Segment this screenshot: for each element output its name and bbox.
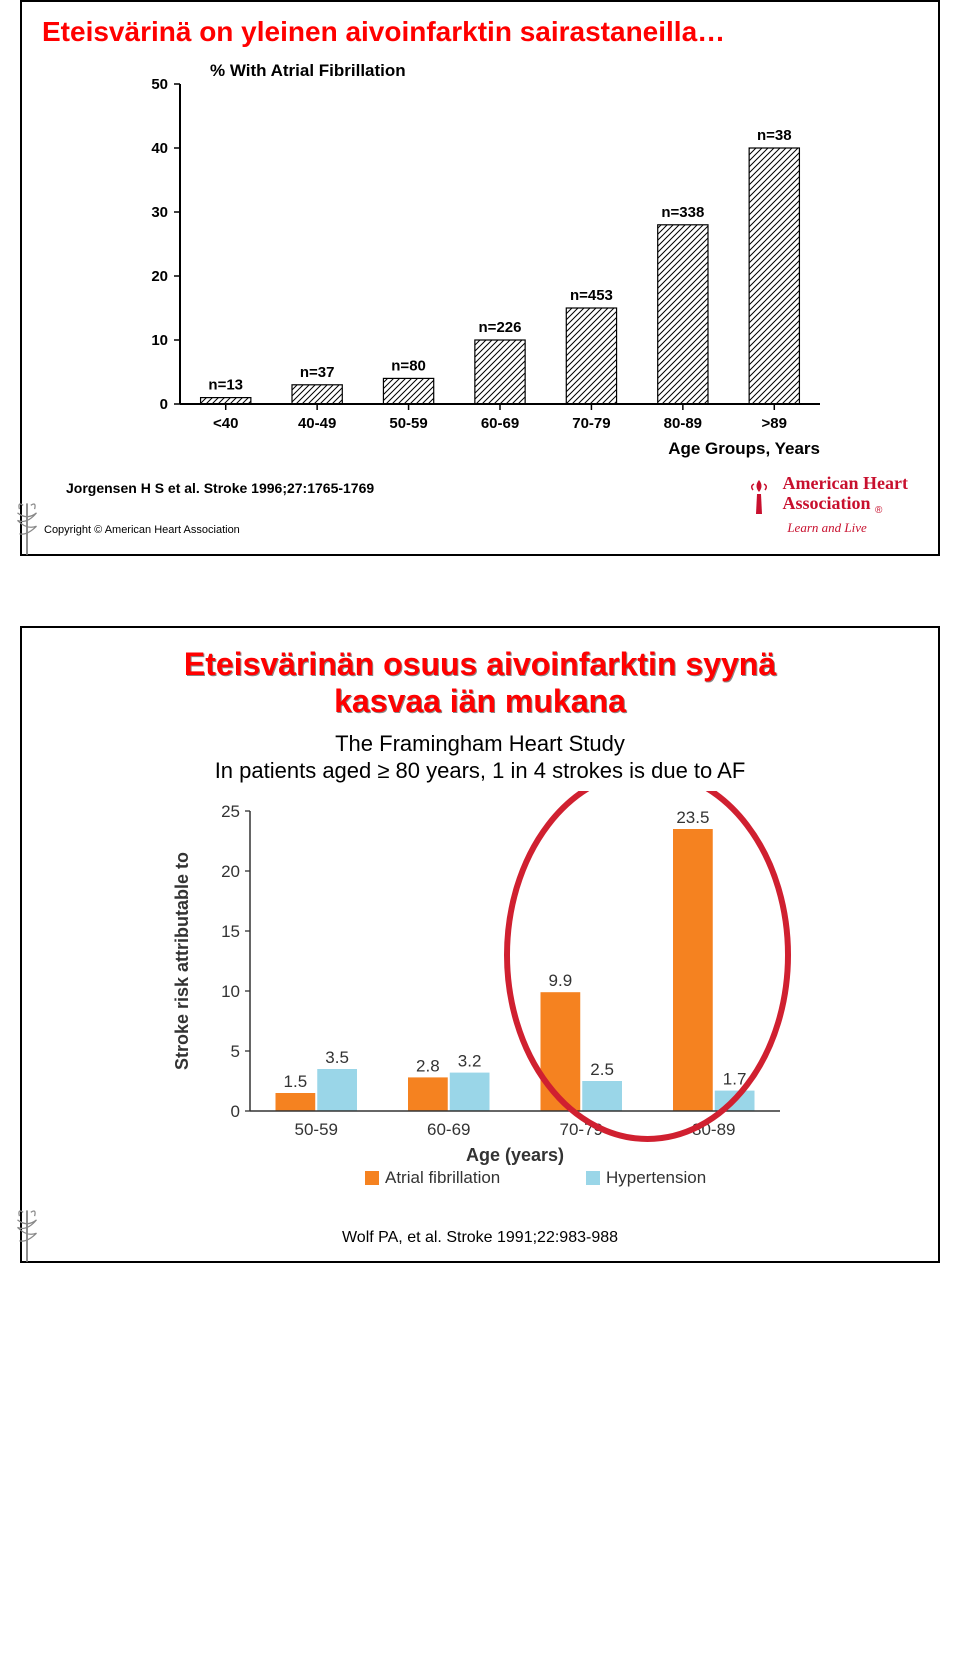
svg-text:n=13: n=13 <box>208 377 243 394</box>
aha-name-1: American Heart <box>783 473 908 493</box>
svg-text:10: 10 <box>151 332 168 349</box>
svg-text:Age (years): Age (years) <box>466 1145 564 1165</box>
panel-af-stroke-risk: Eteisvärinän osuus aivoinfarktin syynä k… <box>20 626 940 1263</box>
svg-text:50-59: 50-59 <box>389 415 427 432</box>
svg-text:n=38: n=38 <box>757 127 792 144</box>
svg-text:n=453: n=453 <box>570 287 613 304</box>
svg-text:50: 50 <box>151 76 168 93</box>
panel1-title: Eteisvärinä on yleinen aivoinfarktin sai… <box>42 16 918 48</box>
svg-text:60-69: 60-69 <box>427 1120 470 1139</box>
svg-text:1.5: 1.5 <box>284 1072 308 1091</box>
stroke-risk-grouped-bar-chart: 05101520251.53.550-592.83.260-699.92.570… <box>160 791 800 1221</box>
aha-logo: American Heart Association ® Learn and L… <box>746 474 908 536</box>
aha-torch-icon <box>746 476 772 514</box>
aha-name-2: Association <box>783 493 871 513</box>
panel2-title: Eteisvärinän osuus aivoinfarktin syynä k… <box>42 646 918 720</box>
aha-tm: ® <box>875 505 882 516</box>
panel-af-prevalence: Eteisvärinä on yleinen aivoinfarktin sai… <box>20 0 940 556</box>
svg-text:3.2: 3.2 <box>458 1051 482 1070</box>
panel2-footer-citation: Wolf PA, et al. Stroke 1991;22:983-988 <box>42 1229 918 1247</box>
caduceus-icon <box>8 1207 46 1267</box>
svg-text:20: 20 <box>221 862 240 881</box>
svg-text:Hypertension: Hypertension <box>606 1168 706 1187</box>
svg-text:n=80: n=80 <box>391 357 426 374</box>
svg-text:9.9: 9.9 <box>549 971 573 990</box>
panel2-title-line2: kasvaa iän mukana <box>334 683 626 719</box>
svg-text:40-49: 40-49 <box>298 415 336 432</box>
svg-text:23.5: 23.5 <box>676 808 709 827</box>
svg-text:15: 15 <box>221 922 240 941</box>
svg-text:20: 20 <box>151 268 168 285</box>
svg-text:n=338: n=338 <box>661 204 704 221</box>
svg-text:0: 0 <box>160 396 168 413</box>
svg-text:0: 0 <box>231 1102 240 1121</box>
svg-text:<40: <40 <box>213 415 238 432</box>
svg-text:30: 30 <box>151 204 168 221</box>
svg-text:60-69: 60-69 <box>481 415 519 432</box>
svg-text:>89: >89 <box>762 415 787 432</box>
af-prevalence-bar-chart: 0 10 20 30 40 50 n=13 <40 n=37 40-49 n=80 50-59 n=22… <box>100 54 860 474</box>
svg-text:n=226: n=226 <box>479 319 522 336</box>
panel2-title-line1: Eteisvärinän osuus aivoinfarktin syynä <box>184 646 776 682</box>
svg-text:Atrial fibrillation: Atrial fibrillation <box>385 1168 500 1187</box>
svg-text:50-59: 50-59 <box>295 1120 338 1139</box>
svg-text:n=37: n=37 <box>300 364 335 381</box>
panel2-subtitle: The Framingham Heart Study In patients a… <box>42 730 918 785</box>
aha-tagline: Learn and Live <box>746 520 908 536</box>
caduceus-icon <box>8 500 46 560</box>
svg-text:70-79: 70-79 <box>572 415 610 432</box>
panel2-sub-line2: In patients aged ≥ 80 years, 1 in 4 stro… <box>215 758 746 783</box>
svg-text:Stroke risk attributable to: Stroke risk attributable to <box>172 852 192 1070</box>
svg-text:80-89: 80-89 <box>664 415 702 432</box>
svg-text:% With Atrial Fibrillation: % With Atrial Fibrillation <box>210 61 406 80</box>
svg-text:2.5: 2.5 <box>590 1060 614 1079</box>
svg-text:2.8: 2.8 <box>416 1056 440 1075</box>
svg-text:3.5: 3.5 <box>325 1048 349 1067</box>
svg-text:Age Groups, Years: Age Groups, Years <box>668 439 820 458</box>
svg-text:10: 10 <box>221 982 240 1001</box>
svg-text:5: 5 <box>231 1042 240 1061</box>
panel2-sub-line1: The Framingham Heart Study <box>335 731 625 756</box>
svg-text:25: 25 <box>221 802 240 821</box>
svg-text:40: 40 <box>151 140 168 157</box>
